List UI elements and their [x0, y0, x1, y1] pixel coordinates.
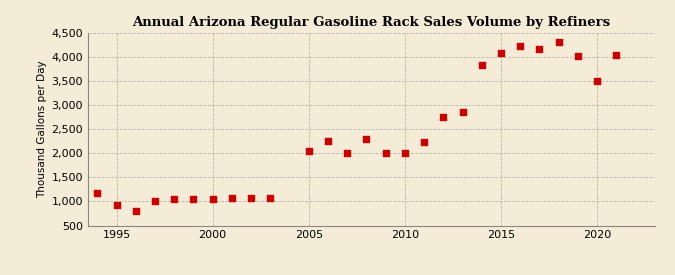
- Y-axis label: Thousand Gallons per Day: Thousand Gallons per Day: [37, 60, 47, 198]
- Title: Annual Arizona Regular Gasoline Rack Sales Volume by Refiners: Annual Arizona Regular Gasoline Rack Sal…: [132, 16, 610, 29]
- Point: [495, 51, 506, 55]
- Point: [323, 139, 333, 144]
- Point: [150, 199, 161, 204]
- Point: [554, 40, 564, 44]
- Point: [246, 196, 256, 200]
- Point: [572, 53, 583, 58]
- Point: [188, 196, 199, 201]
- Point: [534, 47, 545, 51]
- Point: [515, 43, 526, 48]
- Point: [207, 196, 218, 201]
- Point: [418, 139, 429, 144]
- Point: [92, 191, 103, 195]
- Point: [265, 196, 276, 200]
- Point: [130, 209, 141, 213]
- Point: [611, 53, 622, 57]
- Point: [380, 151, 391, 155]
- Point: [592, 78, 603, 83]
- Point: [342, 151, 352, 155]
- Point: [361, 137, 372, 141]
- Point: [227, 196, 238, 200]
- Point: [457, 110, 468, 115]
- Point: [438, 114, 449, 119]
- Point: [111, 203, 122, 207]
- Point: [303, 149, 314, 153]
- Point: [73, 199, 84, 204]
- Point: [169, 196, 180, 201]
- Point: [400, 151, 410, 155]
- Point: [477, 63, 487, 67]
